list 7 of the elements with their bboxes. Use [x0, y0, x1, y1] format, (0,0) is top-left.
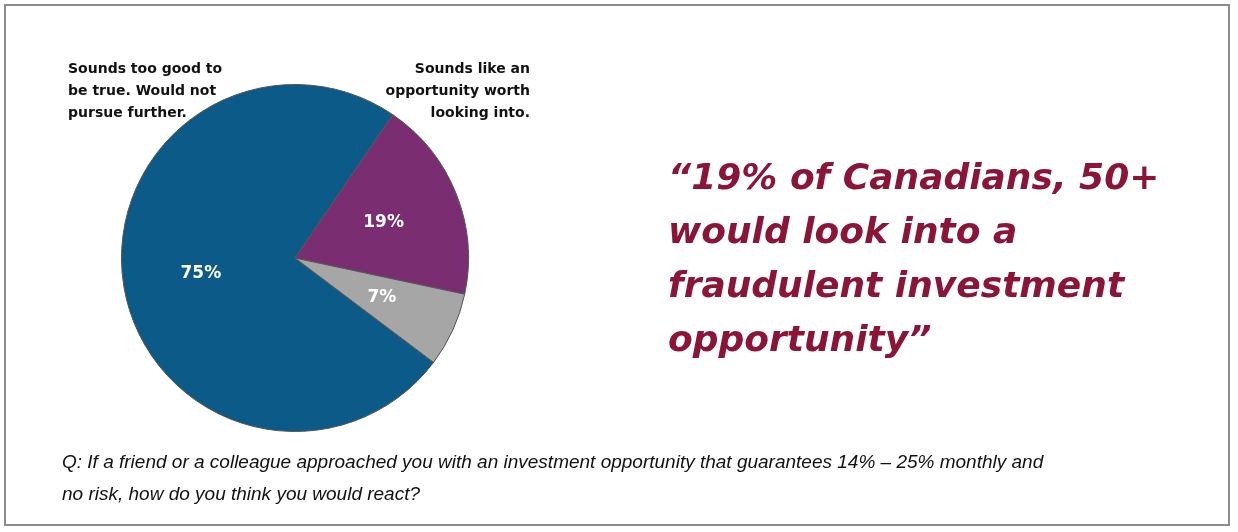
text: “19% of Canadians, 50+ would look into a fraudulent investment opportunity” [668, 155, 1161, 361]
slice-label: Sounds too good to be true. Would not pursue further. [68, 59, 223, 120]
data-label: 75% [180, 261, 222, 282]
slice-label: Sounds like an opportunity worth looking into. [385, 59, 530, 120]
text: Q: If a friend or a colleague approached you with an investment opportunity that guarantees 14% – 25% monthly and no risk, how do you think you would react? [62, 450, 1045, 506]
data-label: 7% [367, 286, 397, 307]
data-label: 19% [363, 210, 404, 231]
